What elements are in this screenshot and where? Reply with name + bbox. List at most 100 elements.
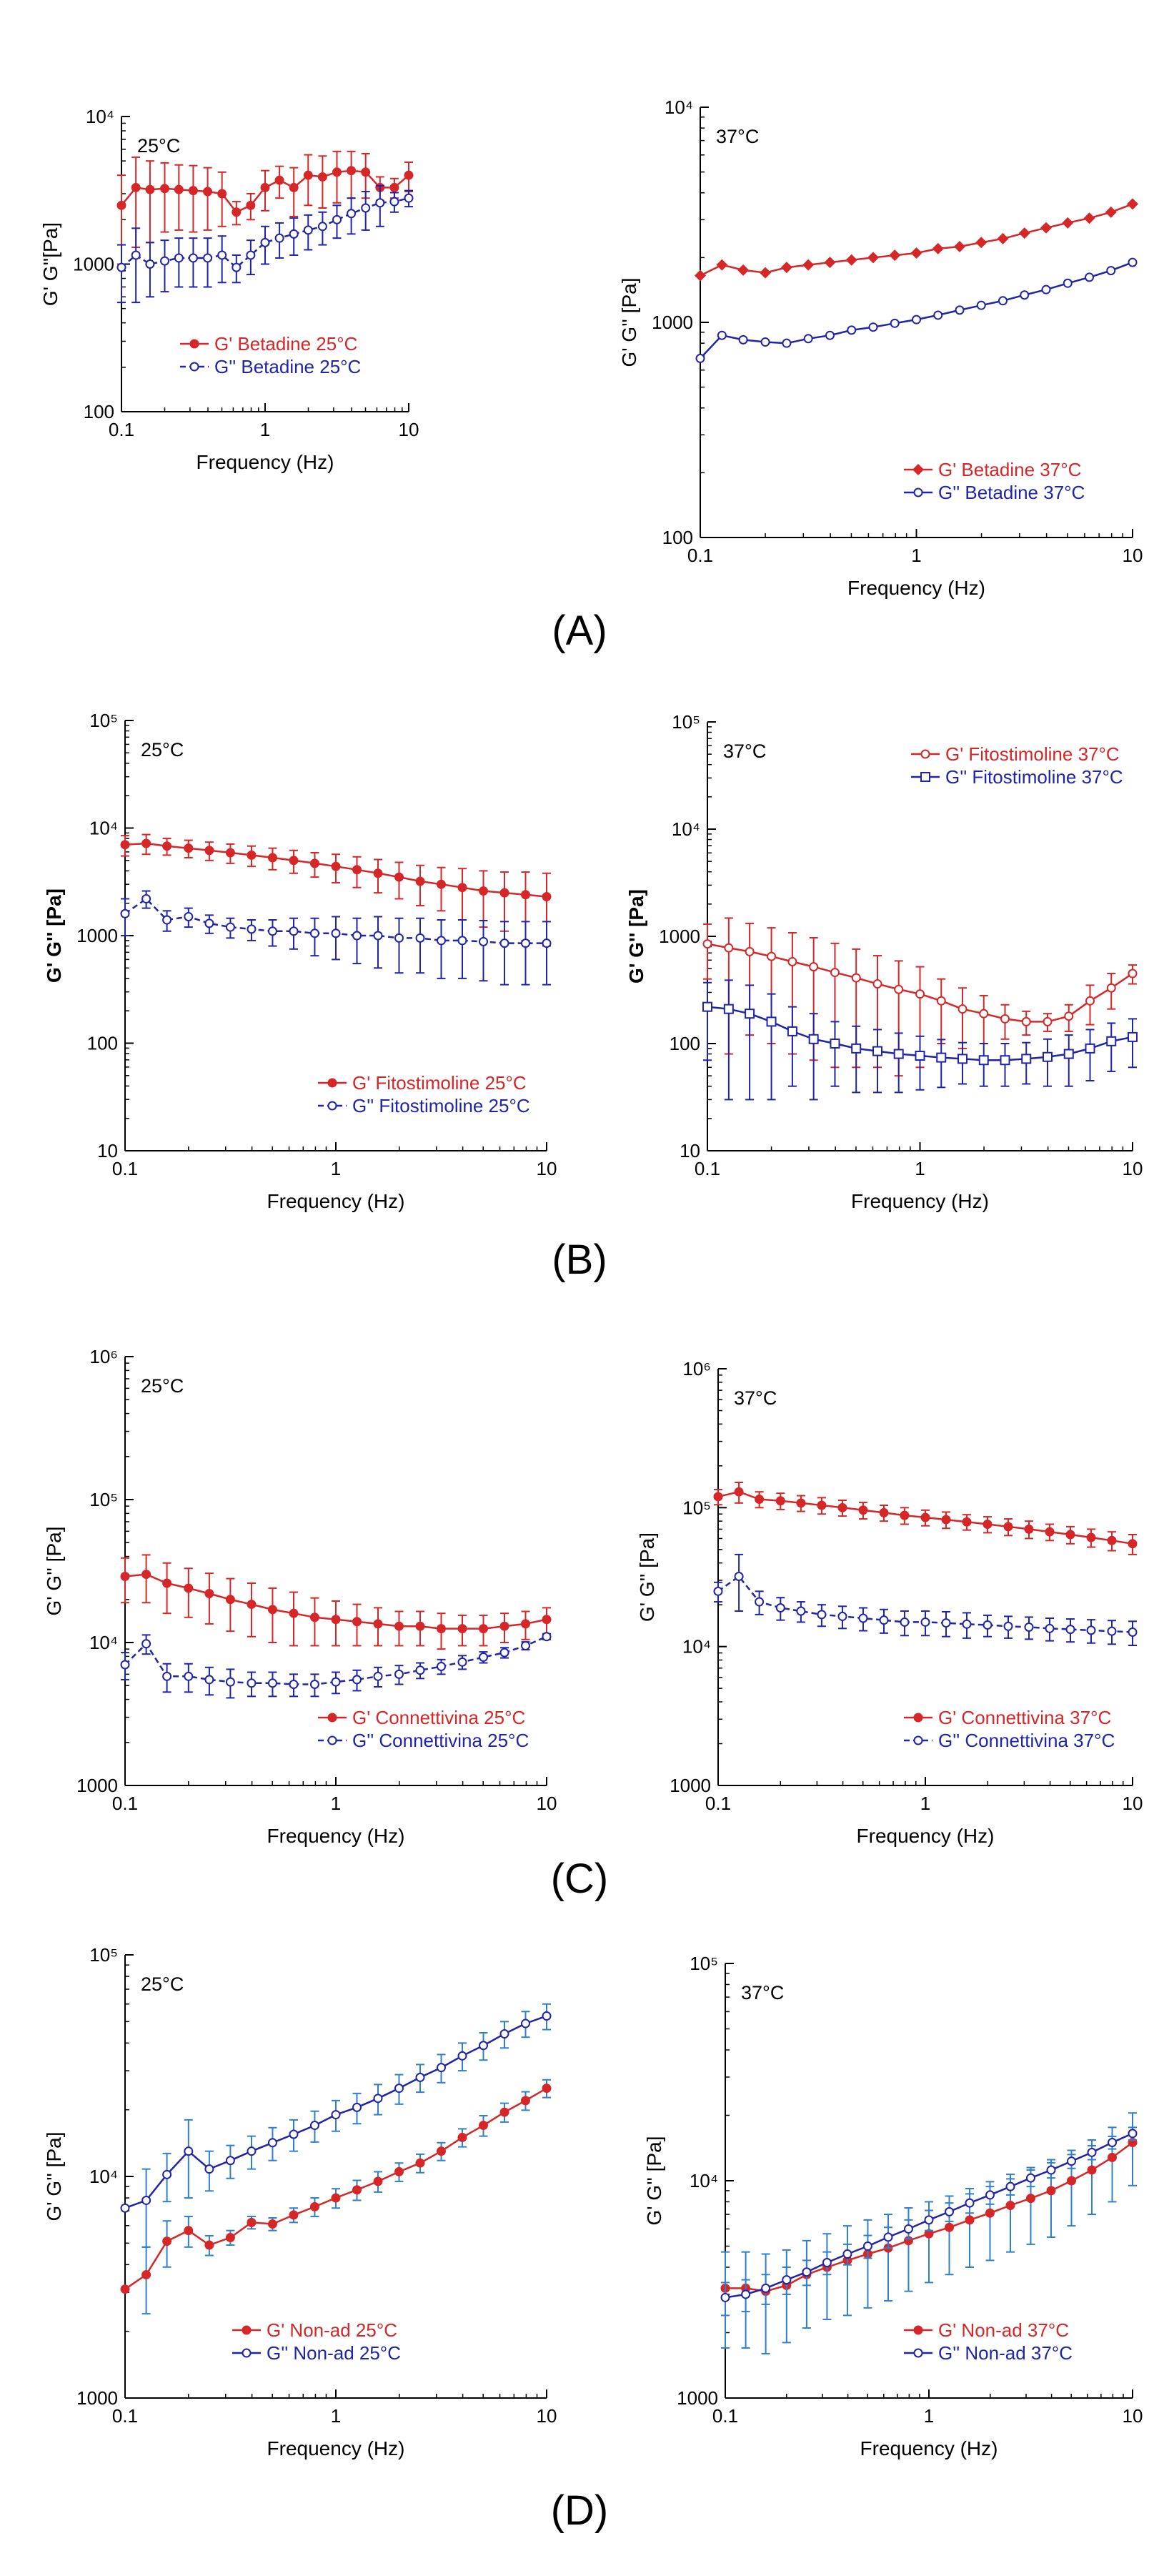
y-tick-label: 100 (670, 1033, 700, 1054)
data-point (920, 1512, 930, 1522)
legend-entry: G' Connettivina 37°C (938, 1707, 1111, 1728)
x-tick-label: 1 (260, 419, 270, 440)
data-point (1040, 222, 1052, 234)
data-point (331, 928, 341, 938)
data-point (867, 252, 880, 264)
data-point (479, 1624, 489, 1634)
data-point (520, 1619, 530, 1629)
data-point (267, 1605, 277, 1615)
legend-entry: G'' Betadine 37°C (938, 482, 1085, 503)
y-tick-label: 1000 (76, 1775, 118, 1796)
data-point (542, 1615, 552, 1625)
legend: G' Connettivina 37°CG'' Connettivina 37°… (904, 1707, 1115, 1751)
data-point (436, 2063, 446, 2073)
x-tick-label: 1 (915, 1158, 925, 1179)
data-point (1021, 1016, 1031, 1026)
data-point (373, 931, 383, 941)
data-point (267, 853, 277, 863)
data-point (1025, 2194, 1035, 2204)
data-point (542, 2011, 552, 2021)
data-point (945, 2206, 955, 2216)
series-g-double-prime (720, 2126, 1138, 2317)
data-point (331, 861, 341, 871)
data-point (225, 1677, 235, 1687)
data-point (830, 968, 840, 978)
data-point (979, 1009, 989, 1019)
chart-c-37: 0.1 1 10 1000 10⁴ 10⁵ 10⁶ Frequency (Hz) G' G'' … (636, 1358, 1143, 1847)
x-tick-label: 1 (920, 1793, 930, 1814)
data-point (352, 1617, 362, 1627)
series-g-prime (695, 198, 1138, 282)
data-point (184, 1583, 194, 1593)
legend-swatch-marker (327, 1078, 337, 1088)
data-point (858, 1505, 868, 1515)
legend-swatch-marker (189, 362, 199, 372)
data-point (1106, 983, 1116, 993)
data-point (289, 1679, 299, 1689)
series-g-double-prime (120, 890, 552, 986)
data-point (352, 1675, 362, 1685)
temperature-label: 37°C (723, 740, 766, 762)
data-point (303, 170, 313, 180)
legend-swatch-marker (913, 1735, 923, 1745)
data-point (965, 2198, 975, 2208)
y-tick-label: 10⁵ (672, 711, 700, 733)
temperature-label: 25°C (137, 135, 180, 157)
data-point (845, 254, 857, 266)
data-point (900, 1617, 910, 1627)
data-point (373, 1619, 383, 1629)
data-point (204, 2240, 214, 2250)
y-tick-label: 10⁵ (89, 1489, 118, 1510)
x-tick-label: 10 (1123, 2405, 1143, 2427)
data-point (879, 1507, 889, 1517)
data-point (1085, 996, 1095, 1006)
data-point (373, 2176, 383, 2186)
data-point (116, 262, 126, 272)
data-point (985, 2208, 995, 2218)
data-point (983, 1519, 993, 1529)
legend-swatch-marker (189, 339, 199, 349)
data-point (188, 186, 198, 196)
data-point (225, 2232, 235, 2242)
data-point (1085, 1043, 1095, 1054)
data-point (837, 1502, 847, 1512)
legend-swatch-marker (920, 772, 930, 782)
data-point (717, 330, 727, 340)
data-point (331, 1615, 341, 1625)
data-point (962, 1517, 972, 1527)
data-point (755, 1597, 765, 1607)
data-point (394, 1669, 404, 1679)
data-point (962, 1619, 972, 1629)
data-point (1005, 2181, 1015, 2191)
legend-entry: G'' Betadine 25°C (214, 356, 361, 377)
y-tick-label: 10⁵ (690, 1953, 718, 1974)
data-point (1062, 217, 1074, 229)
y-tick-label: 10 (97, 1140, 118, 1161)
x-tick-label: 0.1 (112, 1793, 138, 1814)
chart-b-37: 0.1 1 10 10 100 1000 10⁴ 10⁵ Frequency (Hz) G' G'… (625, 711, 1143, 1212)
x-tick-label: 0.1 (112, 1158, 138, 1179)
data-point (479, 2121, 489, 2131)
data-point (761, 2283, 771, 2293)
panel-label-b: (B) (552, 1237, 607, 1283)
y-tick-label: 1000 (73, 254, 114, 275)
data-point (933, 310, 943, 320)
temperature-label: 25°C (141, 739, 184, 761)
x-tick-label: 0.1 (705, 1793, 731, 1814)
data-point (274, 175, 284, 185)
data-point (1041, 284, 1051, 294)
data-point (203, 253, 213, 263)
x-tick-label: 0.1 (112, 2405, 138, 2427)
data-point (309, 2121, 319, 2131)
data-point (184, 2146, 194, 2156)
data-point (941, 1515, 951, 1525)
y-tick-label: 1000 (76, 925, 118, 946)
data-point (894, 984, 904, 994)
y-tick-label: 1000 (670, 1775, 711, 1796)
data-point (889, 249, 901, 262)
data-point (394, 2084, 404, 2094)
data-point (309, 1613, 319, 1623)
data-point (162, 1578, 172, 1588)
y-axis-label: G' G''[Pa] (39, 222, 61, 306)
data-point (246, 250, 256, 260)
